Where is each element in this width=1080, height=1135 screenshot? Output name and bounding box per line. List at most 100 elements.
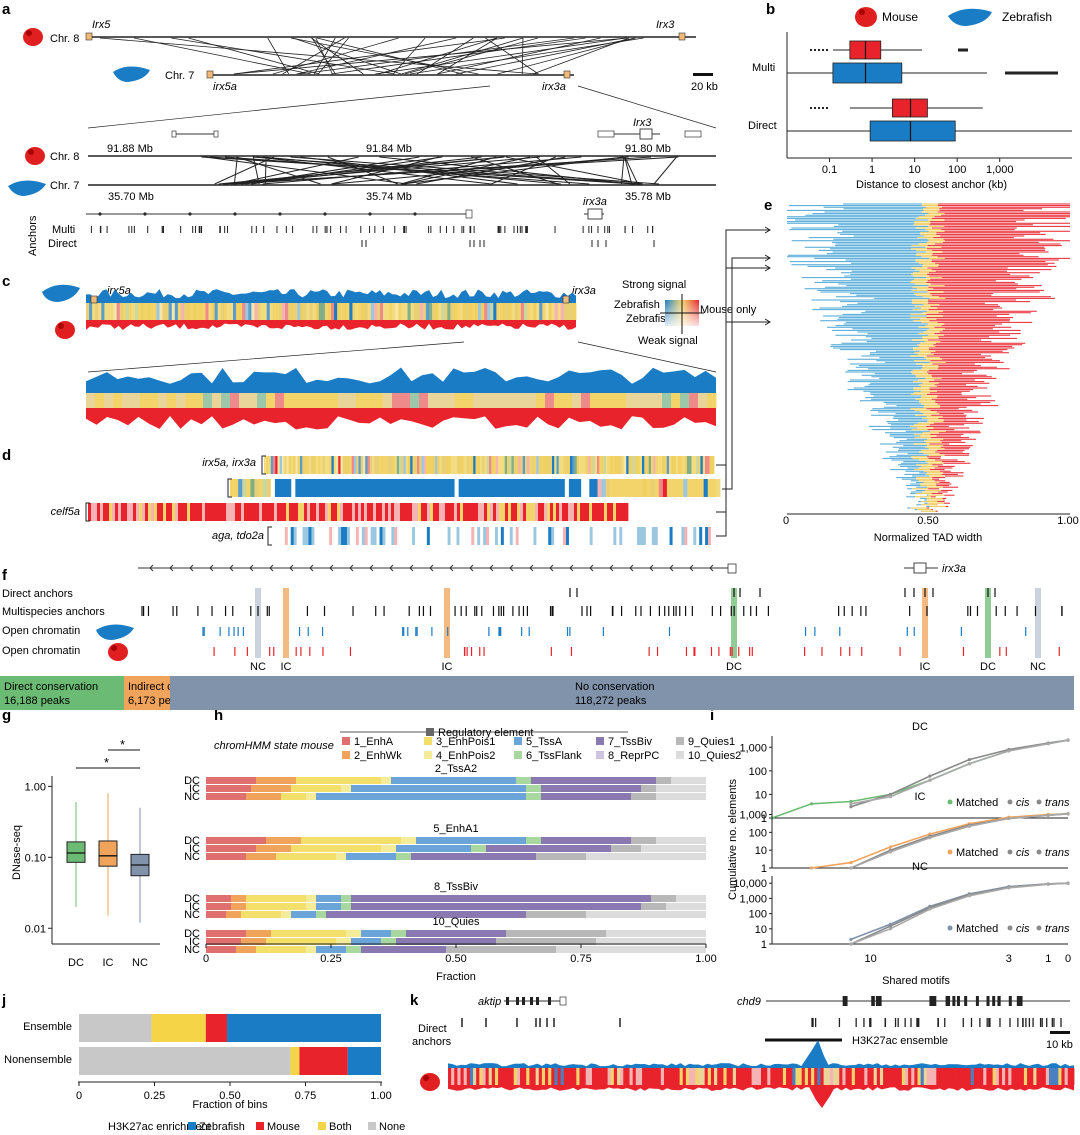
heat-cell	[717, 1068, 721, 1085]
heat-cell	[265, 503, 269, 521]
heat-cell	[358, 527, 363, 545]
heat-cell	[318, 456, 321, 474]
heat-cell	[106, 503, 110, 521]
exon	[933, 996, 937, 1006]
heat-cell	[617, 393, 627, 408]
conservation-segment	[0, 676, 124, 710]
heat-cell	[595, 527, 599, 545]
heat-cell	[711, 527, 715, 545]
heat-cell	[217, 503, 221, 521]
heat-cell	[517, 303, 522, 320]
h-segment	[361, 946, 446, 953]
exon	[1016, 996, 1020, 1006]
i-point	[849, 866, 853, 870]
heat-cell	[590, 456, 593, 474]
heat-cell	[948, 1068, 953, 1085]
h-segment	[556, 946, 706, 953]
heat-cell	[509, 456, 512, 474]
heat-cell	[486, 456, 490, 474]
heat-cell	[432, 303, 436, 320]
i-line-trans	[850, 739, 1069, 805]
zf-chr-label-zoom: Chr. 7	[50, 180, 79, 192]
i-point	[888, 927, 893, 931]
heat-cell	[473, 1068, 477, 1085]
heat-cell	[480, 456, 483, 474]
heat-cell	[745, 1068, 749, 1085]
heat-cell	[405, 456, 409, 474]
heat-cell	[297, 456, 301, 474]
heat-cell	[365, 393, 375, 408]
heat-cell	[457, 1068, 461, 1085]
heat-cell	[660, 456, 663, 474]
heat-cell	[726, 1068, 731, 1085]
chevron	[169, 564, 174, 572]
h-segment	[241, 911, 281, 918]
heat-cell	[773, 1068, 778, 1085]
heat-cell	[544, 479, 549, 497]
heat-cell	[446, 393, 456, 408]
h-bars: 2_TssA2DCICNC5_EnhA1DCICNC8_TssBivDCICNC…	[184, 763, 706, 956]
heat-cell	[340, 479, 345, 497]
chevron	[369, 564, 374, 572]
heat-cell	[460, 503, 464, 521]
heat-cell	[533, 527, 537, 545]
heat-cell	[973, 1068, 978, 1085]
i-tick-label: 10	[755, 924, 767, 936]
panel-a: Chr. 8 Irx5 Irx3 Chr. 7 irx5a irx3a 20 k…	[8, 19, 718, 256]
heat-cell	[321, 303, 326, 320]
heat-cell	[260, 303, 265, 320]
panel-f: irx3a Direct anchors Multispecies anchor…	[0, 562, 1074, 710]
synteny-line	[401, 37, 524, 75]
heat-cell	[592, 456, 596, 474]
heat-cell	[270, 479, 276, 497]
heat-cell	[284, 456, 287, 474]
k-ensemble-label: H3K27ac ensemble	[852, 1035, 948, 1047]
heat-cell	[739, 1068, 743, 1085]
heat-cell	[385, 479, 390, 497]
heat-cell	[976, 1068, 981, 1085]
heat-cell	[687, 479, 692, 497]
gene-irx3: Irx3	[656, 19, 675, 31]
j-xlabel: Fraction of bins	[192, 1099, 268, 1111]
i-legend-label: trans	[1045, 847, 1070, 859]
heat-cell	[616, 527, 620, 545]
heat-cell	[144, 303, 148, 320]
heat-cell	[1027, 1068, 1031, 1085]
e-tick-2: 1.00	[1057, 515, 1078, 527]
h-segment	[411, 853, 536, 860]
heat-cell	[698, 1068, 702, 1085]
heat-cell	[499, 503, 503, 521]
heat-cell	[417, 479, 423, 497]
k-anchor-ticks	[461, 1018, 1062, 1027]
heat-cell	[364, 479, 370, 497]
chevron	[669, 564, 674, 572]
heat-cell	[268, 503, 272, 521]
heat-cell	[107, 303, 111, 320]
heat-cell	[426, 479, 431, 497]
i-legend-label: Matched	[956, 797, 998, 809]
heat-cell	[563, 527, 567, 545]
heat-cell	[163, 503, 167, 521]
gene-irx5a: irx5a	[213, 81, 237, 93]
heat-cell	[462, 456, 465, 474]
heat-cell	[662, 479, 668, 497]
heat-cell	[455, 456, 458, 474]
heat-cell	[519, 1068, 524, 1085]
h-segment	[206, 845, 256, 852]
heat-cell	[673, 456, 677, 474]
heat-cell	[299, 527, 303, 545]
i-tick-label: 10	[755, 845, 767, 857]
i-point	[1046, 742, 1050, 746]
heat-cell	[400, 503, 404, 521]
heat-cell	[439, 456, 443, 474]
heat-cell	[466, 456, 470, 474]
heat-cell	[388, 503, 392, 521]
heat-cell	[654, 1068, 659, 1085]
i-point	[849, 802, 853, 806]
heat-cell	[510, 1068, 515, 1085]
heat-cell	[246, 479, 251, 497]
heat-cell	[554, 393, 564, 408]
j-legend-label: Both	[329, 1121, 352, 1133]
heat-cell	[748, 1068, 753, 1085]
mouse-icon	[108, 643, 128, 661]
